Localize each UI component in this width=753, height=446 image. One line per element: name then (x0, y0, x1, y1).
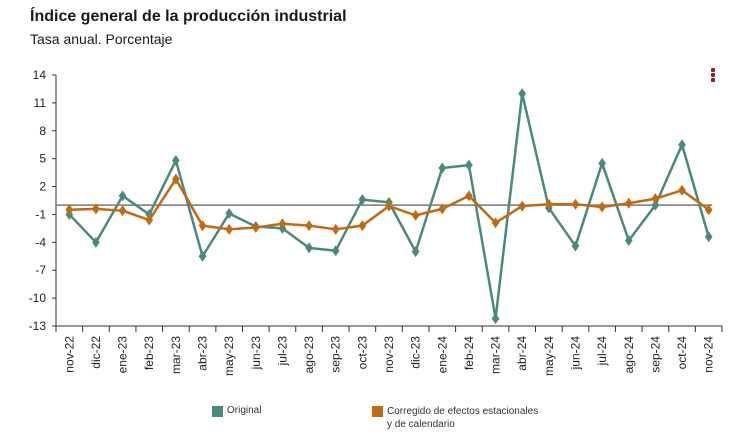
data-point-corregido (225, 223, 234, 235)
data-point-original (518, 88, 527, 100)
kebab-menu-icon[interactable] (708, 68, 718, 86)
data-point-corregido (438, 203, 447, 215)
y-tick-label: -4 (35, 235, 46, 249)
data-point-corregido (651, 193, 660, 205)
y-tick-label: 2 (39, 180, 46, 194)
x-tick-label: ago-23 (302, 336, 316, 374)
data-point-corregido (198, 220, 207, 232)
x-tick-label: oct-24 (675, 336, 689, 370)
data-point-original (358, 194, 367, 206)
data-point-corregido (331, 223, 340, 235)
x-tick-label: sep-23 (329, 336, 343, 373)
x-tick-label: feb-24 (462, 336, 476, 370)
x-tick-label: dic-23 (409, 336, 423, 369)
x-tick-label: jul-23 (275, 336, 289, 367)
x-tick-label: ago-24 (622, 336, 636, 374)
data-point-original (331, 245, 340, 257)
data-point-original (491, 313, 500, 325)
x-tick-label: ene-23 (116, 336, 130, 374)
chart-subtitle: Tasa anual. Porcentaje (30, 31, 173, 47)
data-point-corregido (465, 190, 473, 202)
legend-swatch-corregido (372, 406, 383, 417)
y-tick-label: 14 (33, 68, 47, 82)
data-point-original (598, 157, 606, 169)
data-point-original (92, 236, 100, 248)
chart-title: Índice general de la producción industri… (30, 8, 347, 25)
data-point-corregido (278, 218, 287, 230)
legend-label-original: Original (227, 405, 262, 416)
x-tick-label: abr-23 (196, 336, 210, 371)
y-tick-label: 11 (34, 96, 47, 110)
x-tick-label: nov-22 (62, 336, 76, 373)
data-point-original (225, 208, 234, 220)
data-point-corregido (518, 200, 527, 212)
legend-swatch-original (212, 406, 223, 417)
data-point-original (704, 231, 713, 243)
data-point-corregido (358, 220, 367, 232)
x-tick-label: sep-24 (648, 336, 662, 373)
data-point-original (172, 155, 180, 167)
x-tick-label: dic-22 (89, 336, 103, 369)
x-tick-label: jun-23 (249, 336, 263, 371)
data-point-corregido (305, 220, 313, 232)
data-point-corregido (544, 198, 553, 210)
x-tick-label: nov-24 (702, 336, 716, 373)
data-point-corregido (145, 214, 154, 226)
y-tick-label: -13 (29, 319, 47, 333)
x-tick-label: oct-23 (355, 336, 369, 370)
data-point-corregido (704, 204, 713, 216)
x-tick-label: mar-23 (169, 336, 183, 374)
data-point-original (624, 234, 633, 246)
legend-item-original[interactable]: Original (212, 405, 261, 417)
data-point-corregido (251, 221, 260, 233)
data-point-corregido (172, 173, 180, 185)
x-tick-label: jul-24 (595, 336, 609, 367)
data-point-corregido (624, 197, 633, 209)
data-point-original (651, 199, 660, 211)
line-chart: 14 11 8 5 2 -1 -4 -7 -10 -13 nov-22 dic-22 ene-23 feb… (29, 68, 723, 376)
data-point-corregido (385, 200, 393, 212)
y-tick-label: 8 (39, 124, 46, 138)
data-point-original (438, 162, 447, 174)
data-point-original (198, 250, 207, 262)
data-point-corregido (118, 205, 127, 217)
legend-item-corregido[interactable]: Corregido de efectos estacionales y de c… (372, 405, 542, 431)
x-tick-label: mar-24 (489, 336, 503, 374)
x-tick-label: may-23 (222, 336, 236, 376)
data-point-original (571, 240, 580, 252)
data-point-corregido (598, 201, 606, 213)
x-tick-label: abr-24 (515, 336, 529, 371)
y-tick-label: -1 (35, 207, 46, 221)
data-point-corregido (92, 203, 100, 215)
data-point-original (118, 190, 127, 202)
y-tick-label: 5 (39, 152, 46, 166)
data-point-corregido (65, 204, 74, 216)
data-point-corregido (491, 217, 500, 229)
x-tick-label: feb-23 (142, 336, 156, 370)
data-point-original (305, 242, 313, 254)
y-tick-label: -7 (35, 263, 46, 277)
data-point-corregido (678, 184, 686, 196)
data-point-corregido (411, 209, 420, 221)
y-tick-label: -10 (29, 291, 47, 305)
x-tick-label: may-24 (542, 336, 556, 376)
x-tick-label: jun-24 (568, 336, 582, 371)
data-point-original (678, 139, 686, 151)
data-point-original (465, 159, 473, 171)
data-point-original (411, 246, 420, 258)
x-tick-label: nov-23 (382, 336, 396, 373)
data-point-corregido (571, 198, 580, 210)
x-tick-label: ene-24 (435, 336, 449, 374)
legend-label-corregido: Corregido de efectos estacionales y de c… (387, 406, 539, 430)
